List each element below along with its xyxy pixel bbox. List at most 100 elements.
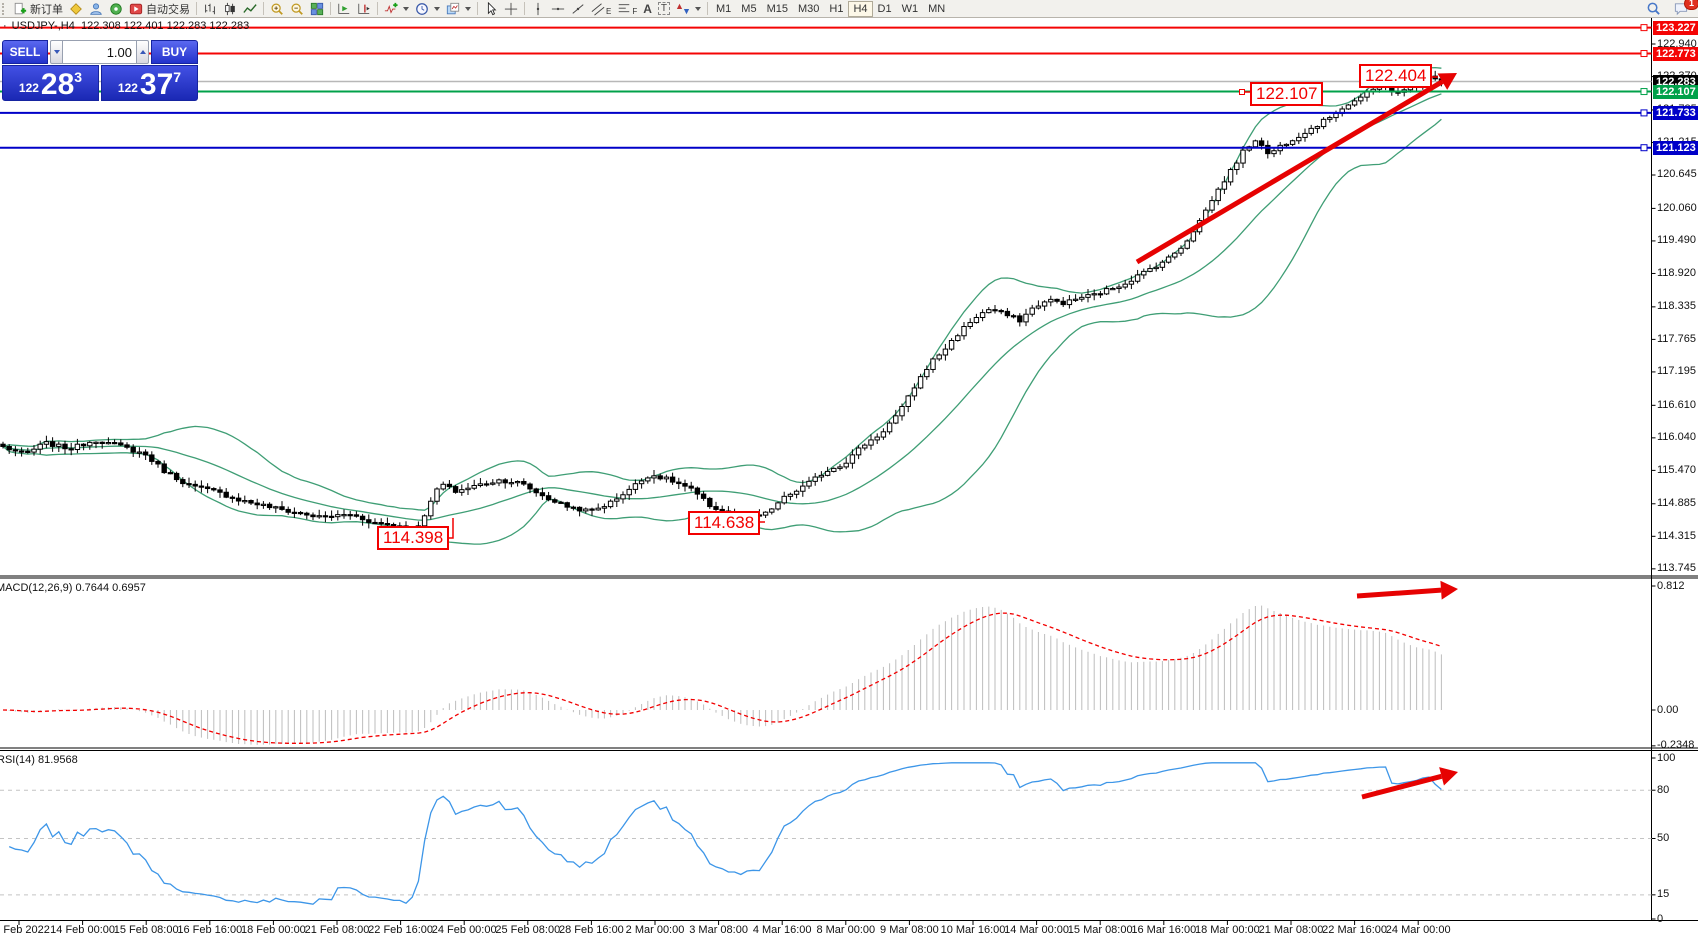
search-button[interactable] bbox=[1643, 1, 1664, 17]
text-label-tool-button[interactable]: T bbox=[655, 1, 673, 17]
timeframe-h4-button[interactable]: H4 bbox=[848, 0, 873, 17]
auto-scroll-button[interactable] bbox=[334, 1, 354, 17]
time-label: 4 Mar 16:00 bbox=[752, 924, 812, 936]
bar-chart-icon bbox=[205, 3, 215, 14]
autotrading-label: 自动交易 bbox=[146, 3, 190, 16]
time-label: 28 Feb 16:00 bbox=[558, 924, 624, 936]
trend-arrow-macd[interactable] bbox=[1356, 580, 1458, 600]
macd-label: MACD(12,26,9) 0.7644 0.6957 bbox=[0, 582, 146, 594]
time-label: 14 Mar 00:00 bbox=[1004, 924, 1070, 936]
price-annotation[interactable]: 114.638 bbox=[688, 511, 761, 535]
lot-size-input[interactable] bbox=[63, 41, 136, 63]
tile-windows-button[interactable] bbox=[307, 1, 327, 17]
bid-price-panel[interactable]: 122 28 3 bbox=[2, 65, 99, 101]
buy-button[interactable]: BUY bbox=[151, 40, 198, 64]
level-handle[interactable] bbox=[1640, 144, 1648, 152]
cursor-tool-button[interactable] bbox=[481, 1, 501, 17]
time-label: 9 Mar 08:00 bbox=[880, 924, 939, 936]
price-annotation[interactable]: 122.404 bbox=[1359, 64, 1433, 88]
ask-price-panel[interactable]: 122 37 7 bbox=[101, 65, 198, 101]
autotrading-button[interactable]: 自动交易 bbox=[126, 1, 193, 17]
trend-arrow-rsi[interactable] bbox=[1361, 767, 1458, 800]
equidistant-channel-tool-button[interactable]: E bbox=[588, 1, 614, 17]
horizontal-line-icon bbox=[551, 7, 565, 10]
price-annotation[interactable]: 122.107 bbox=[1250, 82, 1324, 106]
market-person-icon bbox=[90, 2, 102, 15]
ask-prefix: 122 bbox=[117, 81, 138, 95]
signal-icon bbox=[110, 2, 122, 15]
time-label: 14 Feb 00:00 bbox=[50, 924, 116, 936]
market-button[interactable] bbox=[86, 1, 106, 17]
time-label: 22 Feb 16:00 bbox=[368, 924, 434, 936]
time-label: 22 Mar 16:00 bbox=[1322, 924, 1388, 936]
timeframe-m1-button[interactable]: M1 bbox=[711, 1, 736, 17]
templates-button[interactable] bbox=[443, 1, 474, 17]
fibonacci-tool-button[interactable]: F bbox=[614, 1, 640, 17]
metaeditor-icon bbox=[70, 2, 82, 15]
time-label: 3 Mar 08:00 bbox=[689, 924, 748, 936]
time-label: 16 Mar 16:00 bbox=[1131, 924, 1197, 936]
chat-button[interactable]: 1 bbox=[1670, 0, 1698, 17]
chart-title-bullet: · bbox=[3, 20, 7, 32]
price-annotation[interactable]: 114.398 bbox=[377, 526, 450, 550]
lot-decrease-button[interactable] bbox=[50, 40, 63, 64]
level-handle[interactable] bbox=[1640, 109, 1648, 117]
price-tick-label: 118.335 bbox=[1657, 300, 1696, 313]
timeframe-m30-button[interactable]: M30 bbox=[793, 1, 824, 17]
indicators-caret bbox=[403, 6, 409, 11]
price-tick-label: 117.195 bbox=[1657, 365, 1696, 378]
zoom-in-icon bbox=[271, 2, 283, 15]
time-label: 10 Feb 2022 bbox=[0, 924, 50, 936]
time-label: 15 Feb 08:00 bbox=[113, 924, 179, 936]
level-handle[interactable] bbox=[1640, 88, 1648, 96]
timeframe-m5-button[interactable]: M5 bbox=[736, 1, 761, 17]
trendline-tool-button[interactable] bbox=[568, 1, 588, 17]
chart-symbol-period: USDJPY-,H4 bbox=[11, 20, 75, 32]
level-handle[interactable] bbox=[1640, 24, 1648, 32]
candlestick-chart-icon bbox=[225, 2, 235, 15]
time-label: 16 Feb 16:00 bbox=[177, 924, 243, 936]
level-handle[interactable] bbox=[1640, 50, 1648, 58]
time-label: 21 Mar 08:00 bbox=[1258, 924, 1324, 936]
chart-shift-button[interactable] bbox=[354, 1, 374, 17]
time-label: 8 Mar 00:00 bbox=[816, 924, 876, 936]
annotation-handle[interactable] bbox=[1239, 89, 1245, 95]
text-tool-button[interactable]: A bbox=[640, 1, 655, 17]
arrows-icon bbox=[676, 3, 690, 14]
horizontal-line-tool-button[interactable] bbox=[548, 1, 568, 17]
lot-increase-button[interactable] bbox=[136, 40, 149, 64]
timeframe-m15-button[interactable]: M15 bbox=[762, 1, 793, 17]
rsi-tick-label: 100 bbox=[1657, 751, 1676, 764]
timeframe-w1-button[interactable]: W1 bbox=[897, 1, 924, 17]
toolbar-grip[interactable] bbox=[2, 2, 8, 15]
new-order-button[interactable]: 新订单 bbox=[10, 1, 66, 17]
crosshair-tool-button[interactable] bbox=[501, 1, 521, 17]
line-chart-button[interactable] bbox=[240, 1, 260, 17]
timeframe-h1-button[interactable]: H1 bbox=[824, 1, 848, 17]
zoom-out-icon bbox=[291, 2, 303, 15]
fibo-letter: F bbox=[632, 7, 638, 16]
trend-arrow-main[interactable] bbox=[1135, 73, 1457, 265]
periods-button[interactable] bbox=[412, 1, 443, 17]
zoom-in-button[interactable] bbox=[267, 1, 287, 17]
metaeditor-button[interactable] bbox=[66, 1, 86, 17]
zoom-out-button[interactable] bbox=[287, 1, 307, 17]
sell-button[interactable]: SELL bbox=[2, 40, 48, 64]
arrows-tool-button[interactable] bbox=[673, 1, 704, 17]
bollinger-bands bbox=[2, 66, 1442, 545]
candlestick-chart-button[interactable] bbox=[220, 1, 240, 17]
indicators-button[interactable] bbox=[381, 1, 412, 17]
time-label: 18 Feb 00:00 bbox=[240, 924, 306, 936]
autotrading-icon bbox=[129, 3, 143, 14]
bar-chart-button[interactable] bbox=[200, 1, 220, 17]
text-tool-icon: A bbox=[643, 1, 652, 16]
macd-tick-label: -0.2348 bbox=[1657, 739, 1695, 752]
ask-pipette: 7 bbox=[173, 69, 182, 85]
time-label: 21 Feb 08:00 bbox=[304, 924, 370, 936]
signals-button[interactable] bbox=[106, 1, 126, 17]
chat-unread-badge: 1 bbox=[1683, 0, 1698, 10]
timeframe-d1-button[interactable]: D1 bbox=[873, 1, 897, 17]
timeframe-mn-button[interactable]: MN bbox=[923, 1, 950, 17]
vertical-line-tool-button[interactable] bbox=[528, 1, 548, 17]
